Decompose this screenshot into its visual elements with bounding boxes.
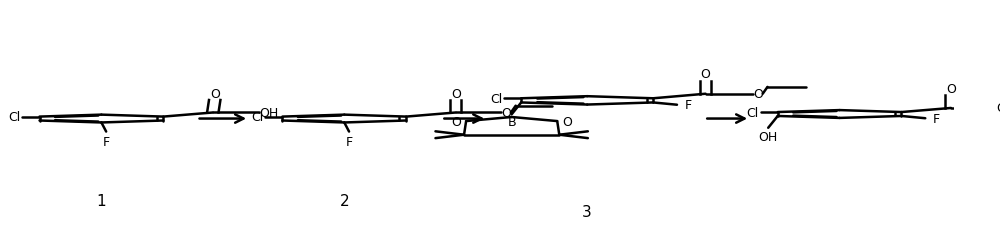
Text: Cl: Cl <box>490 92 502 105</box>
Text: O: O <box>997 102 1000 115</box>
Text: O: O <box>451 115 461 128</box>
Text: O: O <box>753 88 763 101</box>
Text: 1: 1 <box>97 193 106 208</box>
Text: F: F <box>933 112 940 125</box>
Text: 2: 2 <box>339 193 349 208</box>
Text: F: F <box>103 135 110 148</box>
Text: OH: OH <box>759 131 778 143</box>
Text: O: O <box>501 106 511 120</box>
Text: O: O <box>451 87 461 100</box>
Text: Cl: Cl <box>251 111 263 123</box>
Text: F: F <box>685 99 692 112</box>
Text: F: F <box>345 135 353 148</box>
Text: O: O <box>701 68 710 81</box>
Text: Cl: Cl <box>8 111 20 123</box>
Text: OH: OH <box>259 106 279 120</box>
Text: O: O <box>210 87 220 100</box>
Text: 3: 3 <box>582 204 592 219</box>
Text: B: B <box>507 116 516 129</box>
Text: O: O <box>946 83 956 96</box>
Text: Cl: Cl <box>746 106 759 119</box>
Text: O: O <box>562 115 572 128</box>
